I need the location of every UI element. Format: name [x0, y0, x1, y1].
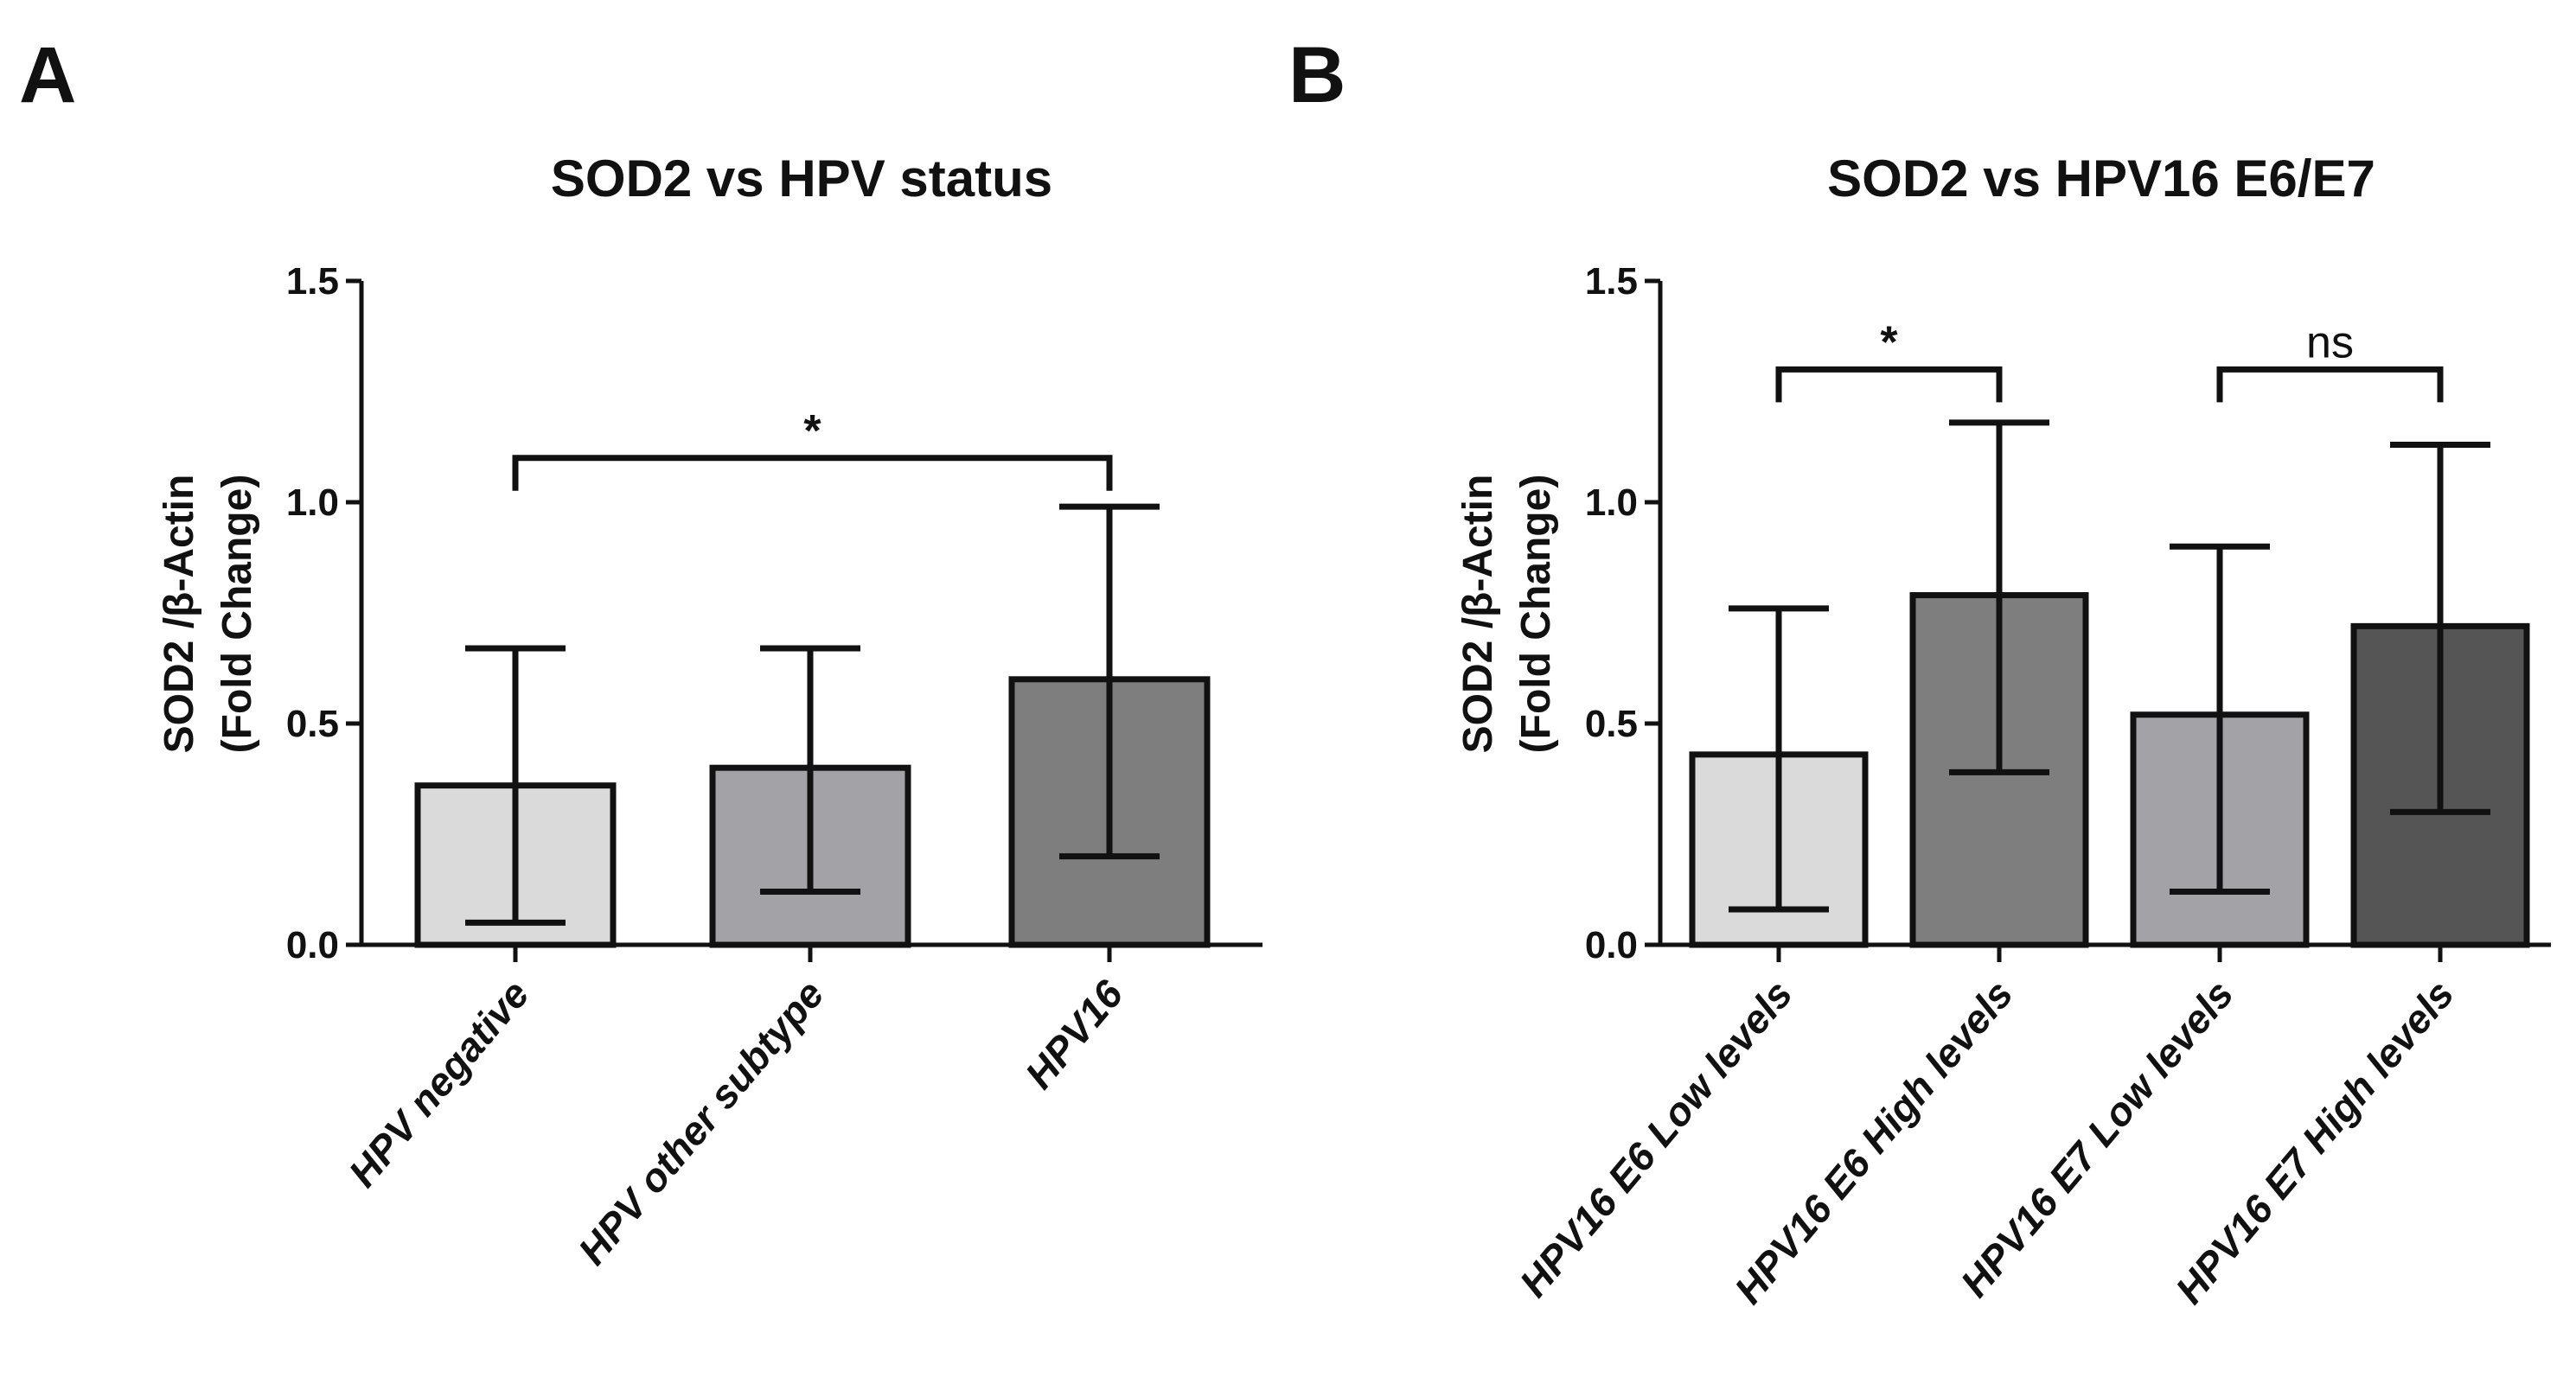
chart-a-ytick-label: 0.5	[286, 703, 339, 745]
chart-b-ytick-label: 0.5	[1585, 703, 1638, 745]
chart-b-title: SOD2 vs HPV16 E6/E7	[1827, 150, 2375, 207]
chart-b-ylabel-line2: (Fold Change)	[1513, 475, 1559, 754]
chart-a-significance-label: *	[803, 406, 821, 456]
chart-a-category-label: HPV negative	[340, 972, 538, 1196]
chart-b-significance-bracket	[2216, 366, 2444, 403]
panel-letter-b: B	[1288, 31, 1346, 119]
chart-a-title: SOD2 vs HPV status	[551, 150, 1052, 207]
chart-a-category-label: HPV16	[1016, 972, 1132, 1097]
chart-a-category-label: HPV other subtype	[569, 972, 832, 1273]
chart-b-significance-label: ns	[2306, 317, 2354, 367]
chart-b-significance-bracket	[1775, 366, 2003, 403]
chart-a-sod2-vs-hpv-status: SOD2 vs HPV status SOD2 /β-Actin (Fold C…	[157, 150, 1262, 1273]
chart-a-ylabel-line2: (Fold Change)	[214, 475, 260, 754]
chart-a-significance-bracket	[512, 455, 1113, 491]
panel-letter-a: A	[19, 31, 76, 119]
chart-b-sod2-vs-hpv16-e6-e7: SOD2 vs HPV16 E6/E7 SOD2 /β-Actin (Fold …	[1455, 150, 2551, 1312]
chart-b-ylabel-line1: SOD2 /β-Actin	[1455, 475, 1501, 754]
chart-a-ytick-label: 1.0	[286, 481, 339, 524]
chart-b-ytick-label: 1.5	[1585, 260, 1638, 303]
chart-b-ytick-label: 0.0	[1585, 924, 1638, 966]
chart-a-ytick-label: 1.5	[286, 260, 339, 303]
chart-a-ytick-label: 0.0	[286, 924, 339, 966]
chart-b-ytick-label: 1.0	[1585, 481, 1638, 524]
chart-b-significance-label: *	[1880, 317, 1898, 367]
chart-a-ylabel-line1: SOD2 /β-Actin	[157, 475, 202, 754]
